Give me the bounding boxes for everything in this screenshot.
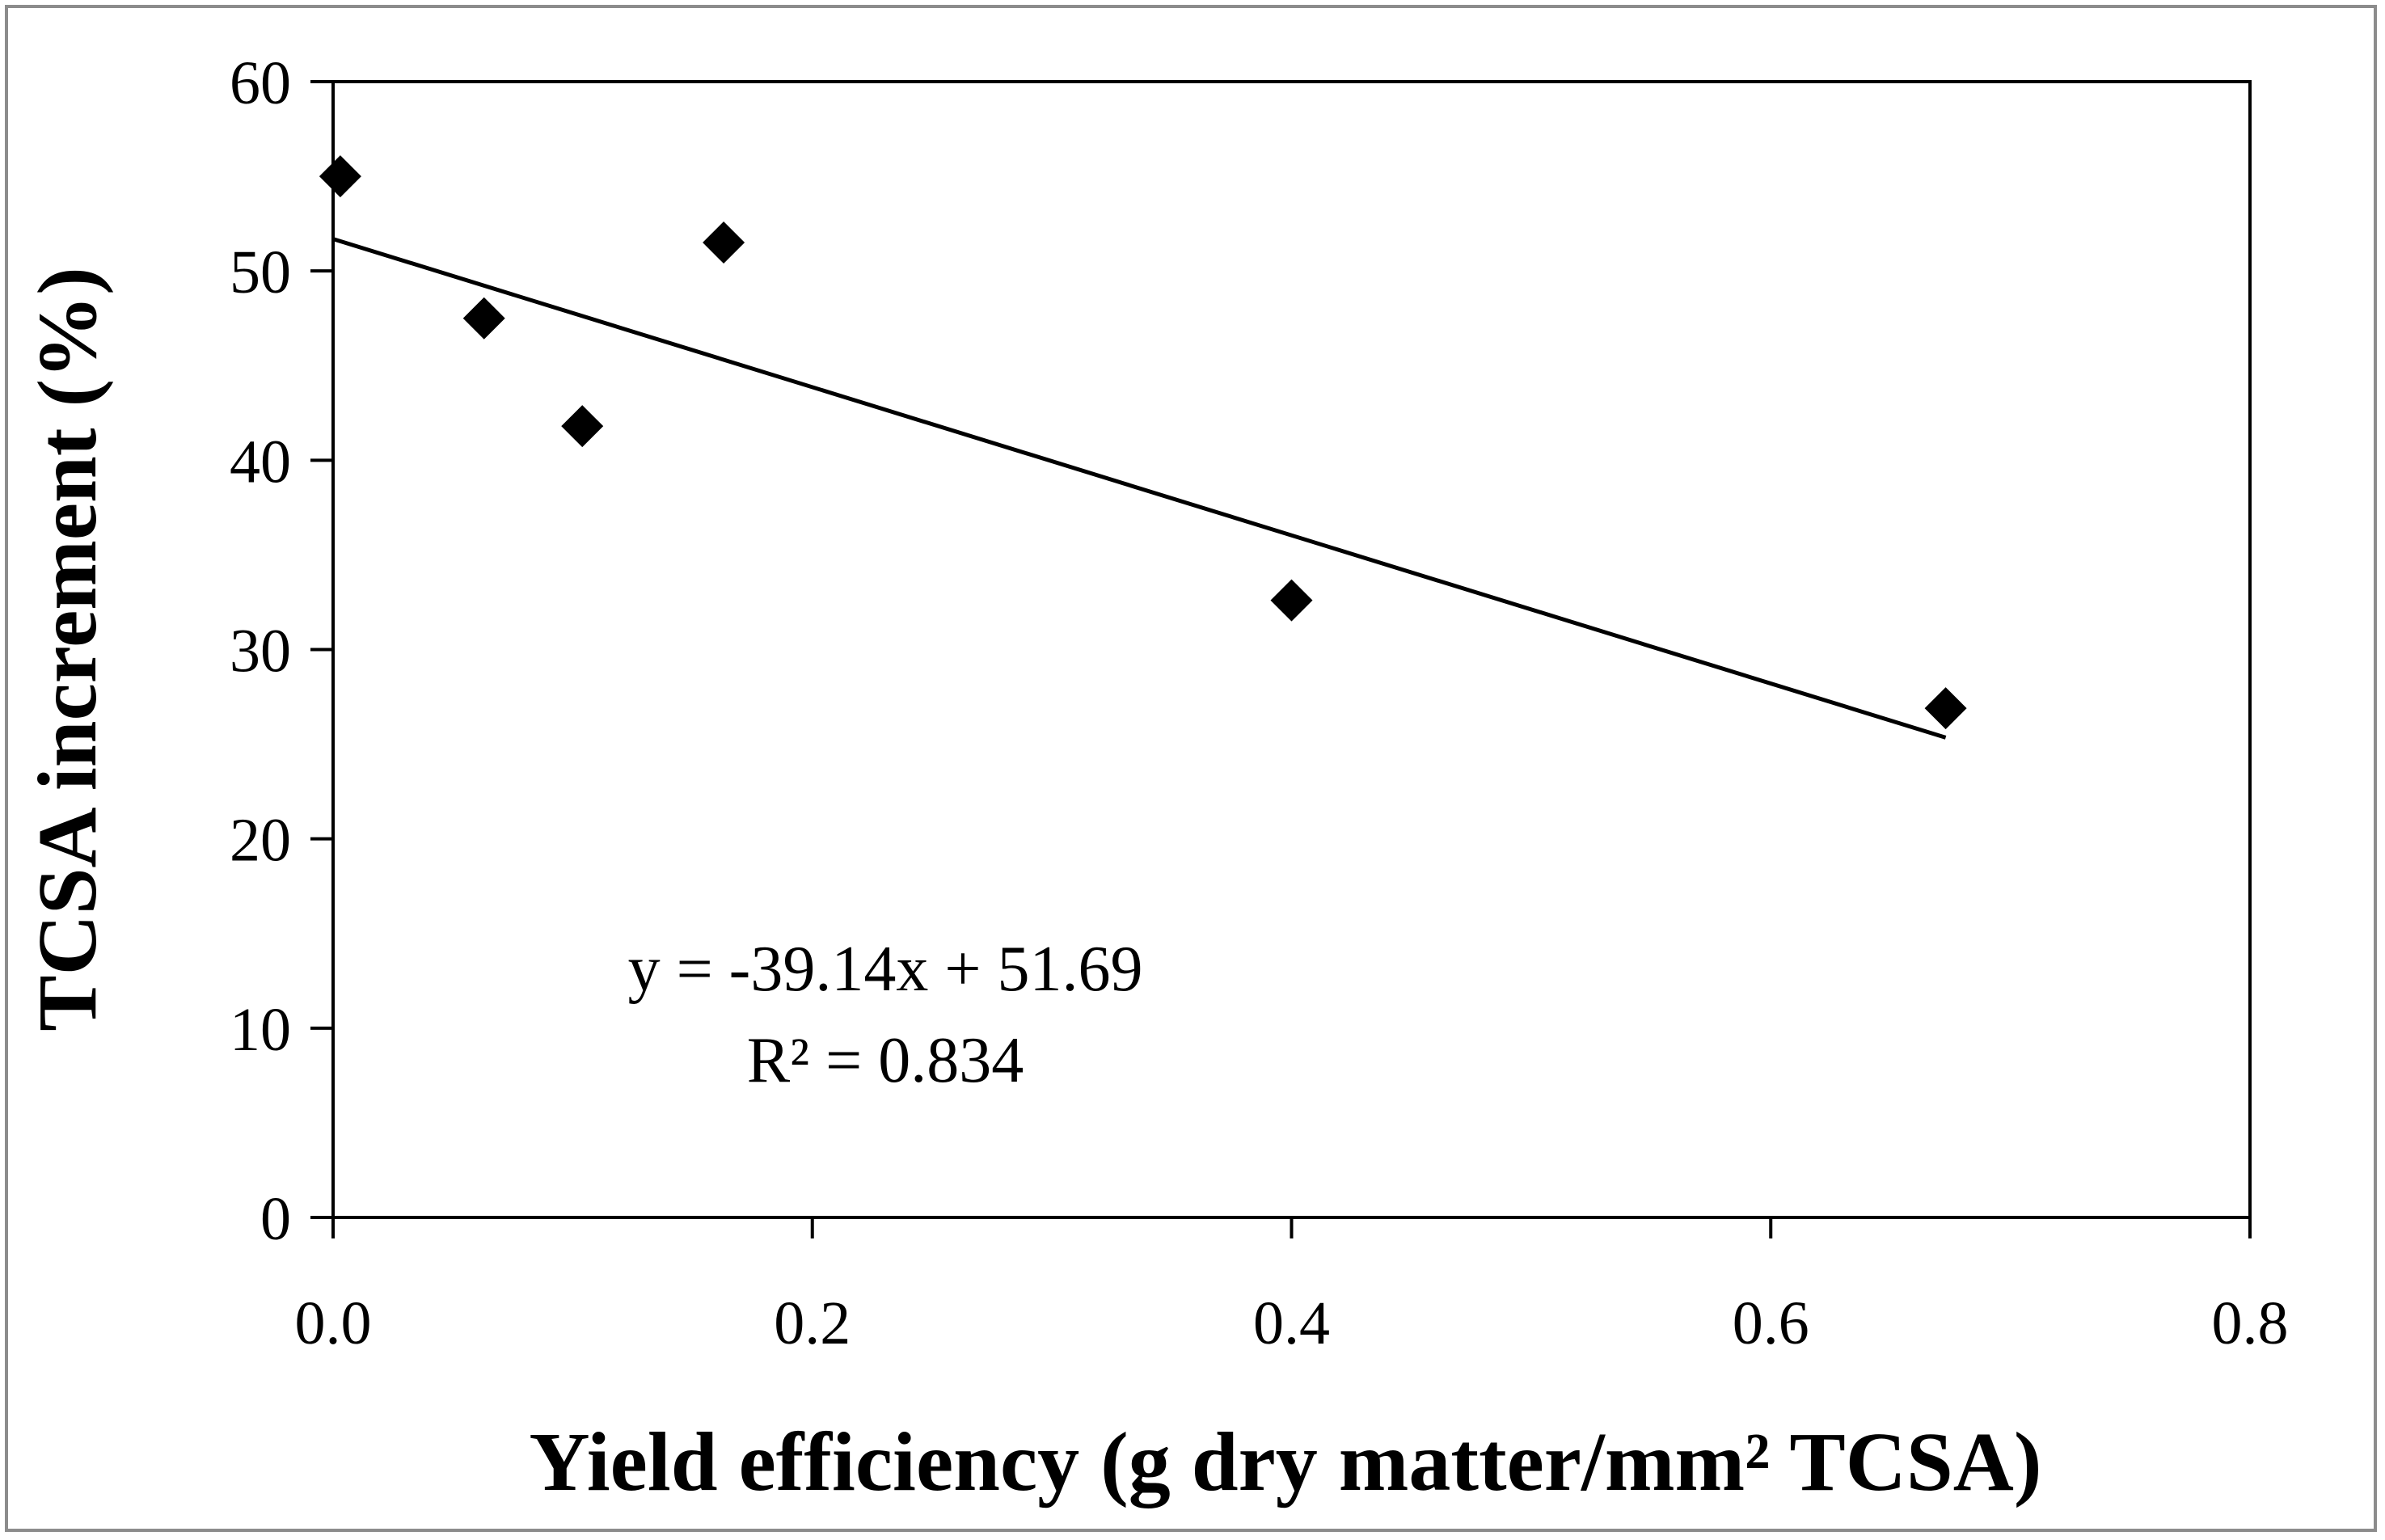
y-tick-label: 50 <box>230 238 291 306</box>
x-tick-label: 0.4 <box>1253 1289 1330 1357</box>
x-tick-label: 0.6 <box>1733 1289 1809 1357</box>
y-tick-label: 0 <box>260 1185 291 1253</box>
y-tick-label: 30 <box>230 618 291 686</box>
data-points <box>319 155 1967 730</box>
data-point <box>1924 687 1967 730</box>
y-tick-label: 10 <box>230 996 291 1064</box>
data-point <box>703 222 745 264</box>
y-axis-title: TCSA increment (%) <box>21 267 114 1032</box>
y-tick-label: 60 <box>230 49 291 117</box>
data-point <box>319 155 361 198</box>
data-point <box>561 405 604 448</box>
y-tick-label: 40 <box>230 428 291 496</box>
data-point <box>1270 579 1313 622</box>
plot-area <box>331 80 2252 1219</box>
trendline-equation: y = -39.14x + 51.69 <box>628 934 1143 1005</box>
y-axis: 0 10 20 30 40 50 60 <box>230 49 333 1253</box>
x-tick-label: 0.8 <box>2212 1289 2289 1357</box>
trendline-group <box>332 237 1947 740</box>
x-tick-label: 0.2 <box>774 1289 851 1357</box>
r-squared-label: R² = 0.834 <box>747 1025 1024 1096</box>
trendline <box>332 237 1947 740</box>
x-tick-label: 0.0 <box>295 1289 372 1357</box>
data-point <box>462 297 505 340</box>
x-axis: 0.0 0.2 0.4 0.6 0.8 <box>295 1217 2289 1357</box>
y-tick-label: 20 <box>230 807 291 875</box>
x-axis-title: Yield efficiency (g dry matter/mm² TCSA) <box>530 1416 2042 1508</box>
plot-border <box>331 80 2252 1219</box>
